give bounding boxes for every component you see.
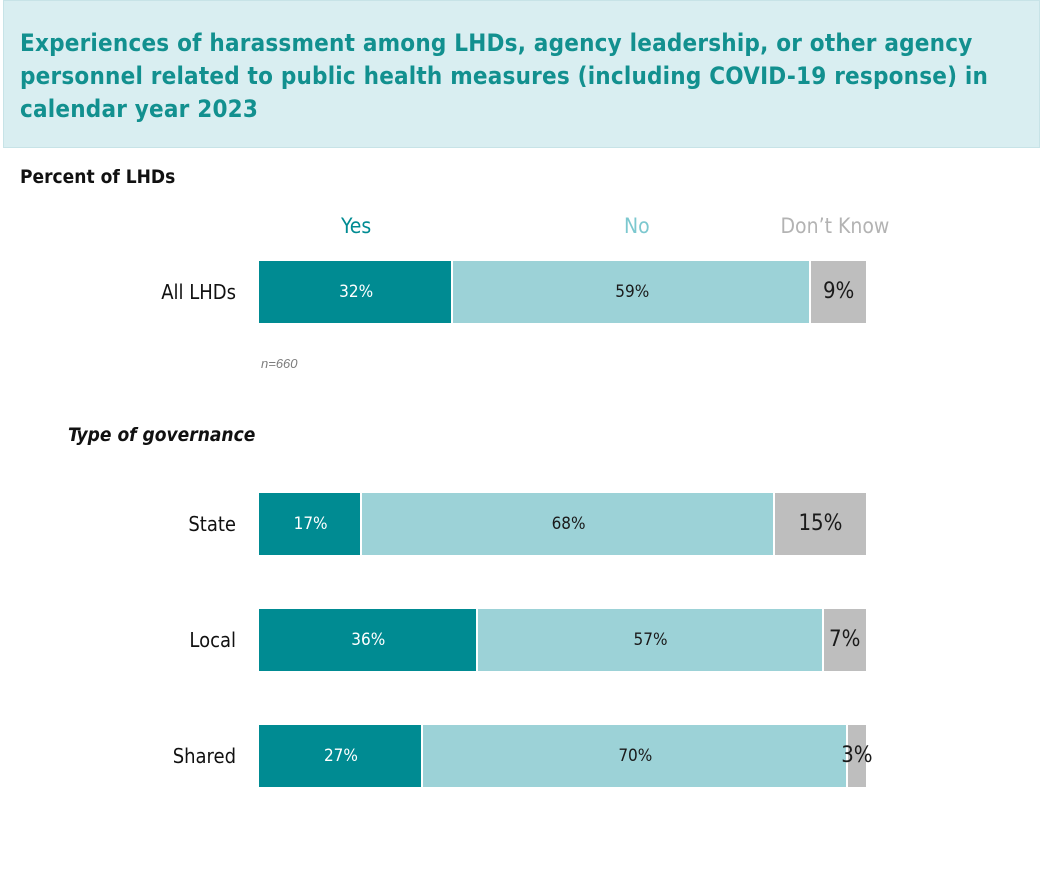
data-label: 32% [339,282,374,302]
bar-segment [259,609,478,671]
title-banner: Experiences of harassment among LHDs, ag… [3,0,1040,148]
chart-title: Experiences of harassment among LHDs, ag… [20,29,989,123]
data-label: 59% [615,282,650,302]
data-label: 57% [633,630,668,650]
bar-row: 17% 68% 15% [259,493,866,555]
category-label: All LHDs [161,280,236,304]
bar-row: 36% 57% 7% [259,609,866,671]
chart-subtitle: Percent of LHDs [20,166,176,188]
data-label: 15% [798,511,843,536]
data-label: 3% [841,743,873,768]
data-label: 70% [618,746,653,766]
bar-row: 32% 59% 9% [259,261,866,323]
category-label: State [188,512,236,536]
bar-segment [477,609,824,671]
sample-size-note: n=660 [261,356,298,371]
data-label: 7% [829,627,861,652]
data-label: 17% [293,514,328,534]
bar-segment [259,725,423,787]
legend-item-0: Yes [341,214,372,238]
data-label: 68% [551,514,586,534]
section-label-governance: Type of governance [68,424,256,446]
data-label: 27% [323,746,358,766]
bar-row: 27% 70% 3% [259,725,873,787]
legend-item-2: Don’t Know [780,214,890,238]
bar-segment [362,493,775,555]
category-label: Local [189,628,236,652]
legend-item-1: No [624,214,650,238]
category-label: Shared [172,744,236,768]
data-label: 9% [822,279,855,304]
data-label: 36% [351,630,386,650]
bar-segment [453,261,812,323]
bar-segment [811,261,866,323]
bar-segment [847,725,866,787]
bar-segment [774,493,866,555]
bar-segment [259,261,454,323]
bar-segment [259,493,363,555]
bar-segment [823,609,866,671]
bar-segment [422,725,848,787]
